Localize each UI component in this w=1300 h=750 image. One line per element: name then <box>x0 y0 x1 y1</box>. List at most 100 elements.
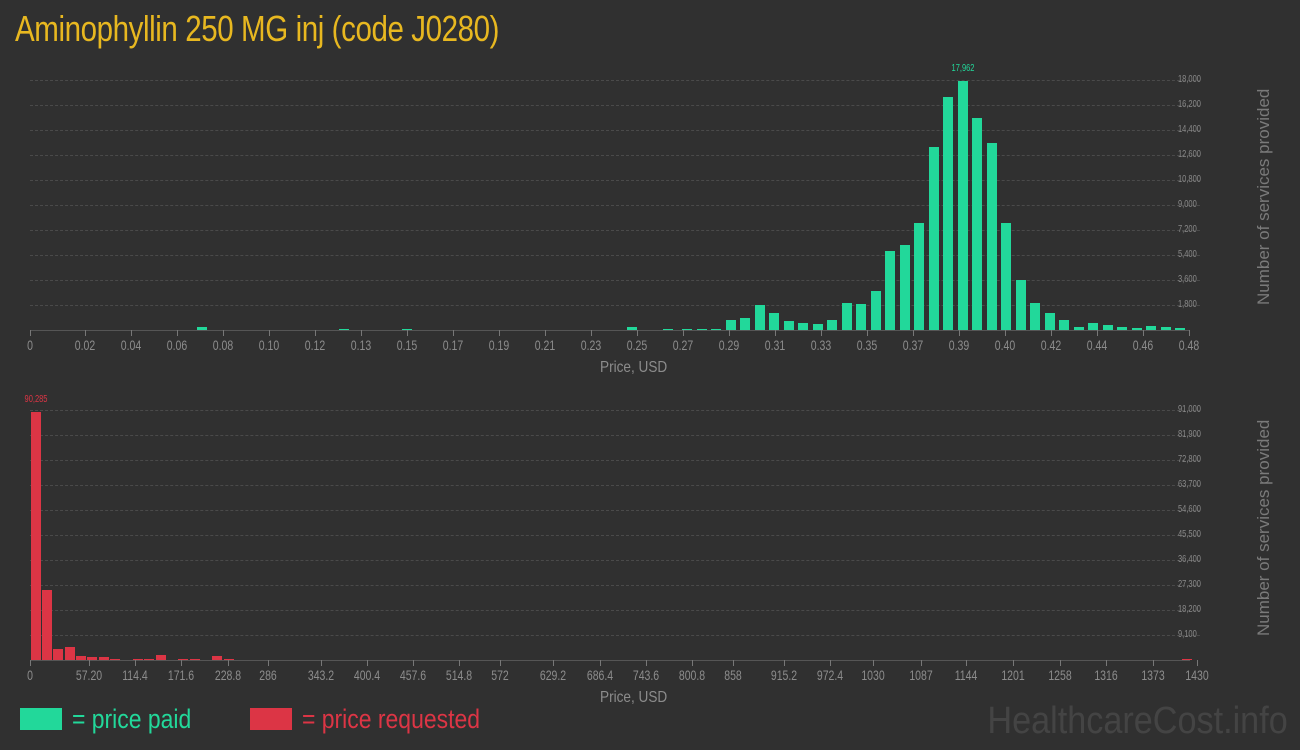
x-tick-mark <box>361 330 362 336</box>
x-tick-mark <box>407 330 408 336</box>
x-tick-label: 0.39 <box>948 337 970 353</box>
price-paid-chart: 1,800 3,600 5,400 7,200 9,000 10,800 12,600 14,… <box>27 63 1273 376</box>
y-tick-label: 16,200 <box>1178 99 1201 110</box>
x-tick-label: 514.8 <box>445 667 473 683</box>
x-tick-label: 0.17 <box>442 337 464 353</box>
x-tick-mark <box>228 660 229 666</box>
peak-value-label: 90,285 <box>24 393 48 405</box>
x-tick-label: 629.2 <box>539 667 567 683</box>
histogram-bar <box>87 657 98 660</box>
x-tick-label: 0.42 <box>1040 337 1062 353</box>
x-axis-label: Price, USD <box>600 689 668 706</box>
legend-paid: = price paid <box>20 703 212 734</box>
x-tick-label: 0.23 <box>580 337 602 353</box>
histogram-bar <box>626 326 637 330</box>
price-requested-chart: 9,100 18,200 27,300 36,400 45,500 54,600 63,70… <box>24 394 1273 706</box>
x-tick-mark <box>959 330 960 336</box>
x-tick-label: 572 <box>491 667 509 683</box>
histogram-bar <box>212 656 223 660</box>
x-tick-mark <box>830 660 831 666</box>
histogram-bar <box>1044 313 1055 330</box>
x-tick-label: 0.31 <box>764 337 786 353</box>
x-tick-label: 0.27 <box>672 337 694 353</box>
histogram-bar <box>986 142 997 330</box>
x-tick-mark <box>30 660 31 666</box>
histogram-bar <box>682 329 693 330</box>
x-tick-mark <box>367 660 368 666</box>
x-tick-label: 343.2 <box>307 667 335 683</box>
x-tick-label: 0.15 <box>396 337 418 353</box>
histogram-bar <box>178 658 189 660</box>
gridline <box>30 560 1200 561</box>
histogram-bar <box>943 96 954 330</box>
histogram-bar <box>155 654 166 660</box>
x-tick-label: 1373 <box>1141 667 1165 683</box>
x-tick-label: 0.12 <box>304 337 326 353</box>
gridline <box>30 610 1200 611</box>
x-tick-label: 743.6 <box>632 667 660 683</box>
histogram-bar <box>841 302 852 330</box>
gridline <box>30 435 1200 436</box>
x-tick-mark <box>867 330 868 336</box>
histogram-bar <box>402 329 412 330</box>
x-tick-mark <box>1143 330 1144 336</box>
y-axis-label: Number of services provided <box>1254 419 1273 636</box>
x-tick-label: 0.06 <box>166 337 188 353</box>
x-tick-label: 1316 <box>1094 667 1118 683</box>
x-tick-mark <box>913 330 914 336</box>
histogram-bar <box>64 647 75 660</box>
y-tick-label: 9,100 <box>1178 629 1197 640</box>
x-tick-mark <box>1060 660 1061 666</box>
histogram-bar <box>885 250 896 330</box>
histogram-bar <box>1175 328 1186 330</box>
gridline <box>30 205 1200 206</box>
y-tick-label: 72,800 <box>1178 454 1201 465</box>
histogram-bar <box>196 327 207 330</box>
plot-area: 9,100 18,200 27,300 36,400 45,500 54,600 63,70… <box>24 394 1208 683</box>
y-tick-label: 9,000 <box>1178 199 1197 210</box>
x-tick-label: 1258 <box>1048 667 1072 683</box>
x-tick-mark <box>646 660 647 666</box>
x-tick-mark <box>729 330 730 336</box>
paid-label: = price paid <box>72 703 192 734</box>
y-tick-label: 10,800 <box>1178 174 1201 185</box>
x-tick-label: 57.20 <box>75 667 103 683</box>
x-tick-label: 800.8 <box>678 667 706 683</box>
x-tick-label: 0 <box>27 667 33 683</box>
histogram-bar <box>754 305 765 330</box>
x-tick-mark <box>459 660 460 666</box>
x-tick-mark <box>683 330 684 336</box>
x-tick-label: 286 <box>259 667 277 683</box>
x-tick-label: 0.25 <box>626 337 648 353</box>
histogram-bar <box>1015 280 1026 330</box>
histogram-bar <box>1059 319 1070 330</box>
x-tick-label: 0.35 <box>856 337 878 353</box>
x-tick-mark <box>966 660 967 666</box>
histogram-bar <box>30 411 41 660</box>
gridline <box>30 80 1200 81</box>
y-tick-label: 36,400 <box>1178 554 1201 565</box>
gridline <box>30 305 1200 306</box>
x-tick-mark <box>223 330 224 336</box>
x-tick-mark <box>821 330 822 336</box>
y-tick-label: 3,600 <box>1178 274 1197 285</box>
x-tick-label: 228.8 <box>214 667 242 683</box>
x-tick-label: 0.29 <box>718 337 740 353</box>
x-tick-mark <box>413 660 414 666</box>
x-tick-label: 972.4 <box>816 667 844 683</box>
gridline <box>30 585 1200 586</box>
histogram-bar <box>42 589 53 660</box>
paid-swatch <box>20 708 62 730</box>
x-tick-mark <box>733 660 734 666</box>
histogram-bar <box>223 658 234 660</box>
gridline <box>30 130 1200 131</box>
x-tick-mark <box>315 330 316 336</box>
histogram-bar <box>132 658 143 660</box>
histogram-bar <box>98 657 109 660</box>
y-tick-label: 1,800 <box>1178 299 1197 310</box>
x-tick-mark <box>775 330 776 336</box>
histogram-bar <box>972 117 983 330</box>
x-tick-mark <box>784 660 785 666</box>
x-tick-mark <box>89 660 90 666</box>
histogram-bar <box>1160 327 1171 330</box>
